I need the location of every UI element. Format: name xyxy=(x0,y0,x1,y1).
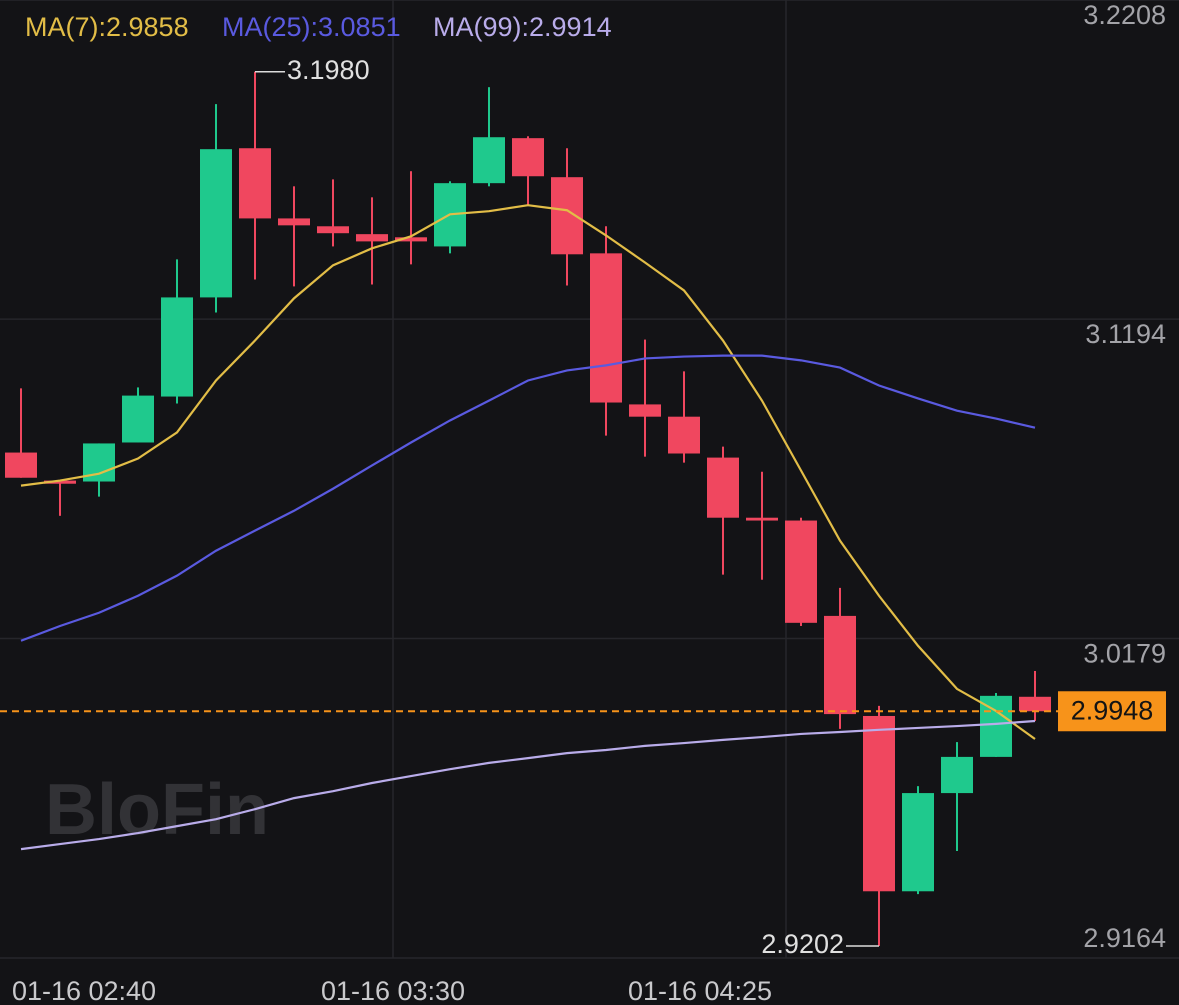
ma-line xyxy=(20,719,1036,851)
y-tick-label: 3.2208 xyxy=(1083,0,1166,30)
candle-body xyxy=(941,756,973,794)
candle-body xyxy=(707,457,739,518)
candle-body xyxy=(863,715,895,892)
legend-entry: MA(99):2.9914 xyxy=(433,12,612,42)
y-tick-label: 3.1194 xyxy=(1085,319,1166,349)
x-tick-label: 01-16 02:40 xyxy=(12,976,156,1005)
y-tick-label: 2.9164 xyxy=(1083,923,1166,953)
candle-body xyxy=(668,416,700,454)
candle-body xyxy=(200,149,232,298)
x-tick-label: 01-16 03:30 xyxy=(321,976,465,1005)
candle-body xyxy=(473,137,505,184)
candle-body xyxy=(512,138,544,177)
candle-body xyxy=(356,234,388,242)
candle-body xyxy=(395,237,427,242)
candle-body xyxy=(824,615,856,715)
legend-entry: MA(25):3.0851 xyxy=(222,12,401,42)
candle-body xyxy=(239,148,271,219)
legend-entry: MA(7):2.9858 xyxy=(25,12,189,42)
candle-body xyxy=(902,793,934,892)
y-tick-label: 3.0179 xyxy=(1083,639,1166,669)
last-price-label: 2.9948 xyxy=(1071,695,1154,725)
candle-body xyxy=(278,218,310,226)
candle-body xyxy=(629,404,661,417)
x-tick-label: 01-16 04:25 xyxy=(628,976,772,1005)
candle-body xyxy=(122,395,154,443)
candle-body xyxy=(44,480,76,484)
ma-line xyxy=(20,204,1036,740)
candle-body xyxy=(5,452,37,478)
candle-body xyxy=(161,297,193,397)
ma-line xyxy=(20,354,1036,642)
candle-body xyxy=(1019,696,1051,712)
candle-body xyxy=(317,226,349,234)
candle-body xyxy=(551,177,583,255)
candle-body xyxy=(590,253,622,403)
last-price-tag xyxy=(1058,691,1166,732)
watermark: BloFin xyxy=(45,770,269,850)
annotation-label: 2.9202 xyxy=(761,929,844,959)
annotation-label: 3.1980 xyxy=(287,55,370,85)
candle-body xyxy=(785,520,817,623)
candle-body xyxy=(746,517,778,521)
